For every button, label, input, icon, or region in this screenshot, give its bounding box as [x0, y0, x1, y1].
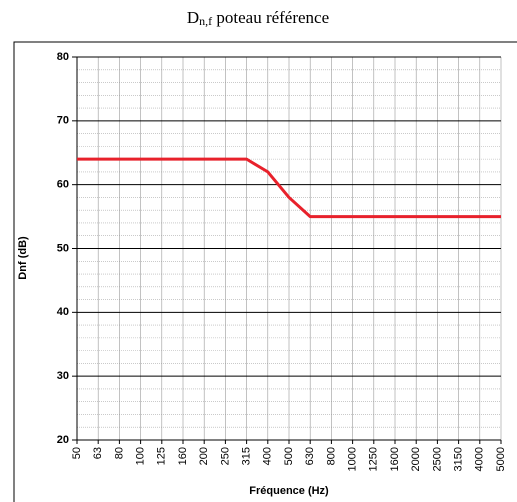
- x-axis-label: Fréquence (Hz): [249, 485, 329, 497]
- x-tick-label: 3150: [453, 447, 465, 471]
- chart-title: Dn,f poteau référence: [187, 8, 329, 28]
- y-tick-label: 40: [57, 306, 69, 318]
- x-tick-label: 2500: [431, 447, 443, 471]
- x-tick-label: 160: [177, 447, 189, 465]
- x-tick-label: 630: [304, 447, 316, 465]
- y-tick-label: 60: [57, 179, 69, 191]
- x-tick-label: 500: [283, 447, 295, 465]
- y-tick-label: 80: [57, 51, 69, 63]
- x-tick-label: 400: [262, 447, 274, 465]
- x-tick-label: 80: [113, 447, 125, 459]
- x-tick-label: 5000: [495, 447, 507, 471]
- x-tick-label: 4000: [474, 447, 486, 471]
- x-tick-label: 800: [325, 447, 337, 465]
- x-tick-label: 63: [92, 447, 104, 459]
- x-tick-label: 200: [198, 447, 210, 465]
- y-tick-label: 30: [57, 370, 69, 382]
- y-axis-label: Dnf (dB): [17, 236, 29, 280]
- title-sub: n,f: [199, 14, 212, 28]
- x-tick-label: 2000: [410, 447, 422, 471]
- x-tick-label: 250: [219, 447, 231, 465]
- x-tick-label: 315: [241, 447, 253, 465]
- x-tick-label: 125: [156, 447, 168, 465]
- x-tick-label: 1250: [368, 447, 380, 471]
- x-tick-label: 1600: [389, 447, 401, 471]
- frame: [13, 41, 517, 502]
- x-tick-label: 50: [71, 447, 83, 459]
- y-tick-label: 70: [57, 115, 69, 127]
- data-line: [77, 157, 501, 219]
- y-tick-label: 20: [57, 434, 69, 446]
- x-tick-label: 1000: [347, 447, 359, 471]
- title-rest: poteau référence: [212, 8, 329, 27]
- title-main: D: [187, 8, 199, 27]
- y-tick-label: 50: [57, 242, 69, 254]
- x-tick-label: 100: [135, 447, 147, 465]
